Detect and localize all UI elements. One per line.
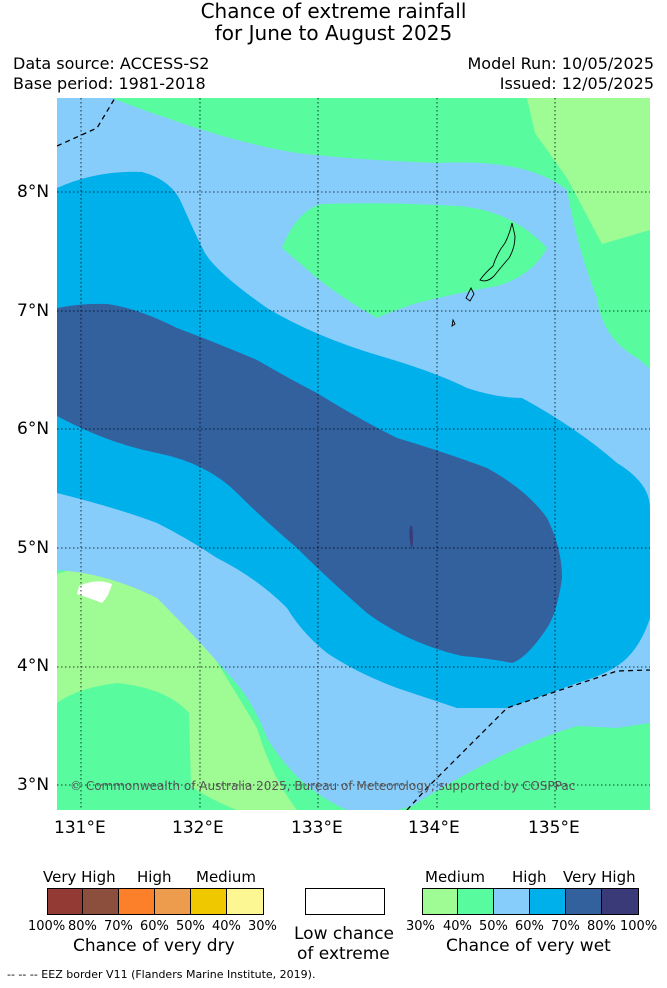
lat-label-7n: 7°N [17,301,50,321]
wet-label-medium: Medium [425,868,485,886]
dry-label-medium: Medium [196,868,256,886]
attribution: © Commonwealth of Australia 2025, Bureau… [70,779,576,793]
wet-label-very-high: Very High [563,868,636,886]
lat-label-8n: 8°N [17,182,50,202]
wet-swatch-50-60 [494,888,530,915]
lon-label-132e: 132°E [172,818,224,838]
dry-caption: Chance of very dry [73,936,235,956]
dry-swatch-80-100 [47,888,83,915]
zone-40-50-palau [282,203,547,318]
data-source: Data source: ACCESS-S2 [13,54,210,73]
dry-swatch-50-60 [155,888,191,915]
island-outline-3 [451,318,456,327]
wet-pct-50: 50% [479,919,508,934]
wet-swatch-30-40 [422,888,458,915]
eez-border-nw [57,98,116,147]
wet-pct-100: 100% [620,919,658,934]
issued-date: Issued: 12/05/2025 [499,74,654,93]
lat-label-3n: 3°N [17,775,50,795]
wet-pct-40: 40% [443,919,472,934]
low-chance-swatch [305,888,385,915]
zone-80-100 [409,526,413,550]
island-outline [479,222,516,282]
lat-label-6n: 6°N [17,419,50,439]
zone-30-40-sw [57,564,297,810]
dry-label-high: High [137,868,172,886]
wet-pct-70: 70% [551,919,580,934]
dry-pct-60: 60% [140,919,169,934]
wet-swatch-40-50 [458,888,494,915]
wet-caption: Chance of very wet [446,936,611,956]
dry-pct-40: 40% [212,919,241,934]
dry-pct-100: 100% [28,919,66,934]
dry-pct-80: 80% [68,919,97,934]
zone-low-chance [77,581,112,603]
wet-pct-80: 80% [587,919,616,934]
dry-pct-50: 50% [176,919,205,934]
map-subtitle: for June to August 2025 [214,21,453,45]
lon-label-131e: 131°E [54,818,106,838]
wet-swatch-80-100 [602,888,639,915]
base-period: Base period: 1981-2018 [13,74,206,93]
dry-label-very-high: Very High [43,868,116,886]
lon-label-135e: 135°E [528,818,580,838]
dry-pct-70: 70% [104,919,133,934]
wet-swatch-60-70 [530,888,566,915]
dry-swatch-60-70 [119,888,155,915]
eez-footnote: -- -- -- EEZ border V11 (Flanders Marine… [7,968,316,981]
wet-pct-60: 60% [515,919,544,934]
wet-pct-30: 30% [406,919,435,934]
zone-30-40-ne [527,98,650,244]
rainfall-map [57,98,650,810]
wet-swatch-70-80 [566,888,602,915]
map-title: Chance of extreme rainfall [200,0,467,23]
lat-label-4n: 4°N [17,656,50,676]
low-chance-line2: of extreme [297,944,390,964]
lon-label-133e: 133°E [291,818,343,838]
dry-swatch-30-40 [227,888,264,915]
wet-label-high: High [512,868,547,886]
dry-swatch-70-80 [83,888,119,915]
lat-label-5n: 5°N [17,538,50,558]
dry-swatch-40-50 [191,888,227,915]
low-chance-line1: Low chance [294,924,394,944]
model-run: Model Run: 10/05/2025 [467,54,655,73]
zone-70-80 [57,303,562,663]
eez-border-se [406,669,650,810]
dry-pct-30: 30% [248,919,277,934]
lon-label-134e: 134°E [408,818,460,838]
island-outline-2 [465,286,475,302]
